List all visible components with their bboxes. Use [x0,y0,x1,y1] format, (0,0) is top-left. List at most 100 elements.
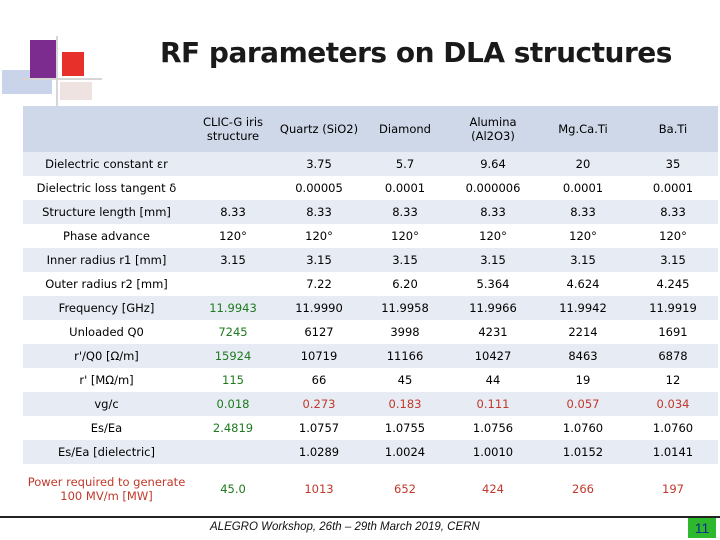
logo-square-purple [30,40,56,78]
logo-line-horizontal [22,78,102,80]
table-cell [190,272,276,296]
footer-text: ALEGRO Workshop, 26th – 29th March 2019,… [210,521,480,533]
table-cell: 5.7 [362,152,448,176]
column-header: Mg.Ca.Ti [538,106,628,152]
table-cell: 0.273 [276,392,362,416]
table-cell: 1.0760 [628,416,718,440]
table-cell: 0.183 [362,392,448,416]
table-cell: 1.0010 [448,440,538,464]
row-label: Unloaded Q0 [23,320,190,344]
row-label: Es/Ea [dielectric] [23,440,190,464]
table-cell: 8.33 [628,200,718,224]
column-header: CLIC-G iris structure [190,106,276,152]
header-corner [23,106,190,152]
table-cell: 424 [448,464,538,514]
logo-square-pale [60,82,92,100]
table-cell [190,176,276,200]
table-cell: 120° [276,224,362,248]
table-cell: 8.33 [448,200,538,224]
column-header: Ba.Ti [628,106,718,152]
table-cell: 120° [628,224,718,248]
table-cell: 6127 [276,320,362,344]
table-row: vg/c 0.018 0.273 0.183 0.111 0.057 0.034 [23,392,718,416]
row-label: Outer radius r2 [mm] [23,272,190,296]
table-cell: 0.018 [190,392,276,416]
table-cell: 3998 [362,320,448,344]
table-cell: 66 [276,368,362,392]
table-cell: 0.0001 [362,176,448,200]
table-cell: 3.15 [190,248,276,272]
table-cell: 6.20 [362,272,448,296]
table-cell: 1.0756 [448,416,538,440]
table-cell: 5.364 [448,272,538,296]
table-cell: 2.4819 [190,416,276,440]
rf-parameters-table: CLIC-G iris structure Quartz (SiO2) Diam… [23,106,718,514]
logo-line-vertical [56,36,58,106]
table-cell: 8.33 [190,200,276,224]
table-cell: 8.33 [276,200,362,224]
table-cell: 4231 [448,320,538,344]
table-cell: 1.0760 [538,416,628,440]
table-cell: 11.9943 [190,296,276,320]
slide-title: RF parameters on DLA structures [160,36,672,69]
table-cell: 11166 [362,344,448,368]
table-cell: 652 [362,464,448,514]
table-cell: 35 [628,152,718,176]
table-cell: 3.15 [448,248,538,272]
table-row: r' [MΩ/m] 115 66 45 44 19 12 [23,368,718,392]
table-cell: 44 [448,368,538,392]
table-cell: 45 [362,368,448,392]
row-label: Es/Ea [23,416,190,440]
table-row: Es/Ea 2.4819 1.0757 1.0755 1.0756 1.0760… [23,416,718,440]
row-label: Inner radius r1 [mm] [23,248,190,272]
table-cell: 45.0 [190,464,276,514]
table-cell: 266 [538,464,628,514]
table-row: Dielectric constant εr 3.75 5.7 9.64 20 … [23,152,718,176]
row-label: Structure length [mm] [23,200,190,224]
table-cell: 3.15 [538,248,628,272]
table-cell: 7.22 [276,272,362,296]
table-cell: 9.64 [448,152,538,176]
table-cell: 2214 [538,320,628,344]
page-number: 11 [688,518,716,538]
table-row: Unloaded Q0 7245 6127 3998 4231 2214 169… [23,320,718,344]
table-cell: 1.0757 [276,416,362,440]
table-cell [190,152,276,176]
table-cell: 11.9966 [448,296,538,320]
table-cell: 10719 [276,344,362,368]
table-cell: 15924 [190,344,276,368]
column-header: Diamond [362,106,448,152]
table-cell: 1.0141 [628,440,718,464]
row-label: Phase advance [23,224,190,248]
table-cell: 0.0001 [628,176,718,200]
table-cell: 8.33 [538,200,628,224]
table-cell: 120° [362,224,448,248]
table-cell: 3.15 [628,248,718,272]
table-cell [190,440,276,464]
table-header-row: CLIC-G iris structure Quartz (SiO2) Diam… [23,106,718,152]
table-cell: 120° [190,224,276,248]
table-cell: 20 [538,152,628,176]
table-cell: 8.33 [362,200,448,224]
table-cell: 19 [538,368,628,392]
table-row: Inner radius r1 [mm] 3.15 3.15 3.15 3.15… [23,248,718,272]
table-cell: 115 [190,368,276,392]
footer-divider [0,516,720,518]
table-row: Es/Ea [dielectric] 1.0289 1.0024 1.0010 … [23,440,718,464]
column-header: Quartz (SiO2) [276,106,362,152]
table-cell: 7245 [190,320,276,344]
logo-square-red [62,52,84,76]
table-cell: 0.057 [538,392,628,416]
table-cell: 11.9919 [628,296,718,320]
table-cell: 12 [628,368,718,392]
table-cell: 0.000006 [448,176,538,200]
row-label: Dielectric loss tangent δ [23,176,190,200]
table-row: Structure length [mm] 8.33 8.33 8.33 8.3… [23,200,718,224]
table-row: Phase advance 120° 120° 120° 120° 120° 1… [23,224,718,248]
table-cell: 1.0024 [362,440,448,464]
row-label: r' [MΩ/m] [23,368,190,392]
table-row: Power required to generate 100 MV/m [MW]… [23,464,718,514]
table-cell: 4.245 [628,272,718,296]
table-cell: 3.75 [276,152,362,176]
table-cell: 1.0755 [362,416,448,440]
